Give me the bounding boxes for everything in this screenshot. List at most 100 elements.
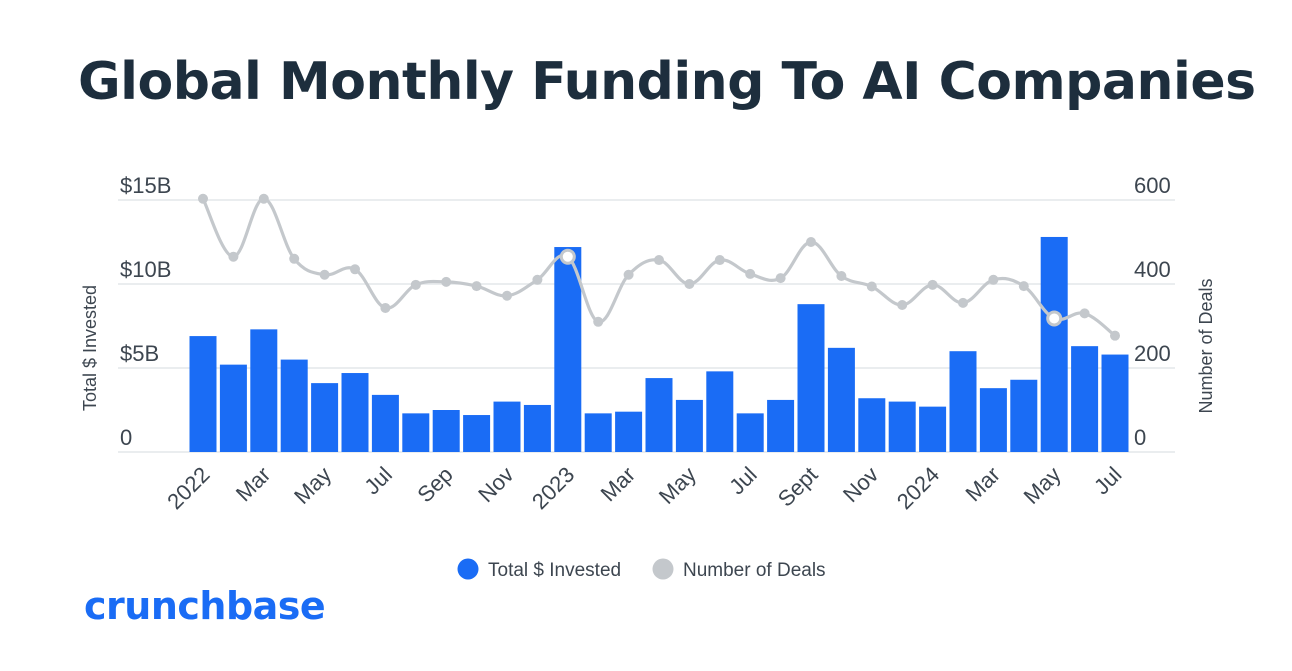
deal-point [836,271,847,282]
x-axis-tick-label: Nov [473,462,518,507]
x-axis-ticks: 2022 Mar May Jul Sep Nov 2023 Mar May Jul Sept Nov 2… [162,462,1126,514]
bar [797,304,825,452]
deal-point [380,302,391,313]
deal-point [410,279,421,290]
deal-point [654,255,664,266]
bar [949,351,977,452]
bar [493,401,521,452]
x-axis-tick-label: Nov [838,462,883,507]
deal-point [897,300,908,310]
bar-series-total-invested [189,236,1129,452]
deal-point-highlight [559,248,576,265]
x-axis-tick-label: 2023 [527,462,579,514]
bar [979,388,1007,452]
bar [736,413,764,452]
x-axis-tick-label: Mar [596,462,640,506]
left-axis-ticks: 0 $5B $10B $15B [120,173,171,450]
deal-point [593,316,604,327]
deal-point [441,276,452,287]
bar [523,404,551,452]
deal-point [1079,308,1090,319]
bar [888,401,916,452]
deal-point [258,193,269,204]
right-axis-tick-label: 600 [1134,173,1171,198]
bar [827,347,855,452]
bar [584,413,612,452]
x-axis-tick-label: Sept [773,462,823,512]
deal-point [198,193,208,204]
legend-label: Total $ Invested [488,560,621,581]
line-series-number-of-deals [198,193,1120,341]
bar [341,373,369,452]
x-axis-tick-label: Jul [724,462,762,500]
bar [706,371,734,452]
bar [1040,236,1068,452]
deal-point [1110,330,1120,341]
x-axis-tick-label: May [654,462,701,509]
bar [554,247,582,452]
x-axis-tick-label: Mar [231,462,275,506]
deal-point [532,274,543,285]
deal-point [714,255,725,266]
bar [767,399,795,452]
left-axis-tick-label: 0 [120,425,132,450]
deal-point [623,269,634,280]
bar [219,364,247,452]
right-axis-label: Number of Deals [1196,278,1216,413]
deal-point [471,281,482,292]
crunchbase-logo: crunchbase [84,584,326,628]
right-axis-ticks: 0 200 400 600 [1134,173,1171,450]
deal-point [1018,281,1029,292]
bar [311,383,339,452]
legend: Total $ Invested Number of Deals [457,558,826,581]
x-axis-tick-label: May [289,462,336,509]
right-axis-tick-label: 0 [1134,425,1146,450]
deal-point-highlight [1046,310,1063,327]
right-axis-tick-label: 400 [1134,257,1171,282]
deal-point [319,269,330,280]
deal-point [228,251,239,262]
x-axis-tick-label: Sep [412,462,457,507]
x-axis-tick-label: Mar [960,462,1004,506]
deal-point [289,253,300,264]
bar [250,329,278,452]
bar [675,399,703,452]
bar [615,411,643,452]
bar [463,415,491,452]
bar [432,410,460,452]
deal-point [806,237,816,247]
bar [919,406,947,452]
deal-point [927,279,938,290]
deal-point [775,273,786,284]
deal-point [502,290,512,301]
deal-point [350,264,360,275]
legend-swatch [457,558,479,580]
bar [371,394,399,452]
right-axis-tick-label: 200 [1134,341,1171,366]
deal-point [745,268,756,279]
x-axis-tick-label: Jul [359,462,397,500]
bar [189,336,217,452]
x-axis-tick-label: 2022 [162,462,214,514]
deal-point [958,297,968,308]
chart-title: Global Monthly Funding To AI Companies [78,52,1256,112]
deal-point [684,279,695,289]
bar [1101,354,1129,452]
x-axis-tick-label: 2024 [892,462,944,514]
left-axis-tick-label: $15B [120,173,171,198]
bar [280,359,308,452]
legend-swatch [652,558,674,580]
deal-point [988,274,999,285]
bar [1071,346,1099,452]
legend-label: Number of Deals [683,560,826,581]
left-axis-tick-label: $5B [120,341,159,366]
deals-line [201,197,1116,337]
bar [858,398,886,452]
bar [402,413,430,452]
bar [645,378,673,452]
left-axis-tick-label: $10B [120,257,171,282]
x-axis-tick-label: May [1019,462,1066,509]
left-axis-label: Total $ Invested [80,285,100,411]
x-axis-tick-label: Jul [1089,462,1127,500]
